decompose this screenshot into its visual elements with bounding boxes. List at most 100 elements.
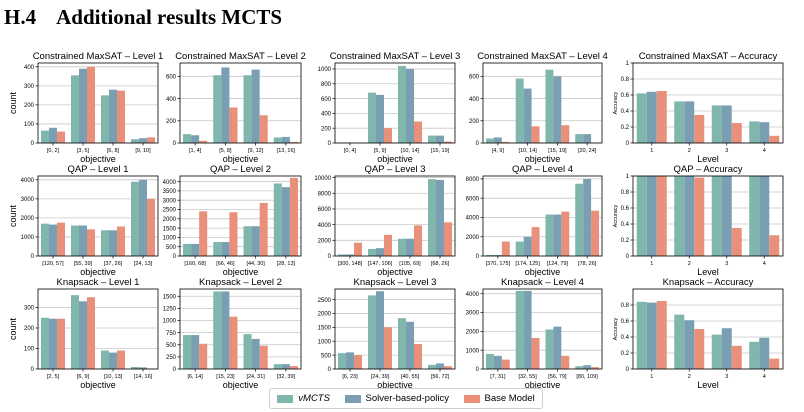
x-tick-label: [24, 39]: [371, 374, 390, 380]
bar-vmcts-3: [101, 350, 109, 369]
bar-base-model-1: [57, 131, 65, 143]
chart-title: Knapsack – Level 1: [57, 277, 140, 288]
x-tick-label: [6, 23]: [342, 374, 358, 380]
bar-base-model-3: [561, 211, 570, 256]
y-tick-label: 1500: [163, 226, 177, 232]
y-tick-label: 200: [24, 326, 35, 332]
bar-vmcts-2: [213, 242, 222, 256]
bar-base-model-1: [656, 91, 667, 143]
bar-vmcts-3: [243, 334, 252, 369]
bar-vmcts-1: [636, 301, 647, 369]
bar-base-model-1: [354, 242, 362, 256]
y-tick-label: 0.8: [621, 190, 630, 196]
x-tick-label: [370, 175]: [486, 261, 511, 267]
bar-base-model-1: [57, 222, 65, 256]
x-axis-label: objective: [377, 380, 413, 390]
chart-title: Constrained MaxSAT – Level 2: [175, 51, 306, 62]
bar-vmcts-1: [183, 134, 192, 143]
x-tick-label: [174, 125]: [515, 261, 540, 267]
chart-title: Knapsack – Level 3: [354, 277, 437, 288]
bar-vmcts-2: [368, 248, 376, 256]
bar-vmcts-2: [71, 75, 79, 143]
bar-base-model-4: [769, 235, 780, 256]
chart-title: QAP – Accuracy: [674, 164, 743, 175]
bar-solver-based-policy-3: [553, 76, 562, 143]
x-tick-label: [147, 106]: [368, 261, 393, 267]
x-tick-label: [4, 9]: [492, 148, 505, 154]
y-tick-label: 4000: [163, 180, 177, 186]
bar-solver-based-policy-1: [646, 176, 657, 256]
bar-solver-based-policy-1: [493, 137, 502, 143]
y-axis-label: Accuracy: [613, 204, 619, 227]
bar-base-model-2: [694, 115, 705, 143]
axes-frame: [37, 62, 159, 144]
bar-base-model-4: [769, 135, 780, 143]
bar-base-model-2: [384, 234, 392, 256]
bar-vmcts-1: [636, 176, 647, 256]
bar-vmcts-1: [485, 138, 494, 143]
x-tick-label: [120, 57]: [42, 261, 64, 267]
x-tick-label: [80, 109]: [576, 374, 598, 380]
axes-frame: [37, 288, 159, 370]
x-tick-label: 2: [688, 148, 691, 154]
legend-item-vmcts: vMCTS: [277, 393, 330, 404]
x-tick-label: [160, 68]: [184, 261, 206, 267]
bar-solver-based-policy-2: [221, 242, 230, 256]
x-tick-label: [66, 46]: [216, 261, 235, 267]
chart-title: QAP – Level 3: [364, 164, 425, 175]
bar-solver-based-policy-3: [406, 68, 414, 143]
legend-swatch-base-model: [463, 394, 480, 403]
bar-base-model-3: [259, 345, 268, 369]
x-tick-label: 3: [725, 261, 728, 267]
y-tick-label: 0: [31, 367, 35, 373]
bar-base-model-2: [694, 329, 705, 369]
panel-qap-level-2: QAP – Level 2 0 500 1000 1500 2000 2500 3000 350…: [163, 164, 302, 277]
bar-vmcts-1: [41, 223, 49, 256]
bar-base-model-4: [289, 177, 298, 256]
y-tick-label: 6000: [466, 196, 480, 202]
axes-frame: [632, 288, 784, 370]
y-tick-label: 0: [31, 141, 35, 147]
bar-base-model-4: [591, 210, 600, 256]
bar-vmcts-4: [428, 179, 436, 256]
x-tick-label: [9, 10]: [135, 148, 151, 154]
bar-solver-based-policy-4: [583, 365, 592, 369]
bar-vmcts-2: [515, 78, 524, 143]
y-tick-label: 0: [173, 367, 177, 373]
bar-solver-based-policy-2: [79, 225, 87, 256]
bar-solver-based-policy-4: [759, 122, 770, 143]
y-tick-label: 0: [626, 367, 630, 373]
bar-vmcts-1: [636, 93, 647, 143]
bar-solver-based-policy-1: [646, 91, 657, 143]
y-tick-label: 100: [24, 122, 35, 128]
bar-vmcts-4: [131, 139, 139, 143]
x-tick-label: [10, 14]: [518, 148, 537, 154]
bar-base-model-2: [694, 177, 705, 256]
y-tick-label: 2000: [466, 330, 480, 336]
y-tick-label: 2000: [466, 235, 480, 241]
bar-vmcts-2: [213, 75, 222, 143]
x-tick-label: [32, 39]: [277, 374, 296, 380]
chart-title: QAP – Level 1: [67, 164, 128, 175]
bar-base-model-4: [147, 198, 155, 256]
axes-frame: [632, 62, 784, 144]
bar-solver-based-policy-1: [646, 302, 657, 369]
bar-base-model-3: [117, 350, 125, 369]
panel-knapsack-level-1: Knapsack – Level 1 0 100 200 300 [2, 5] [6, 9]…: [8, 277, 159, 390]
x-axis-label: Level: [697, 154, 719, 164]
bar-vmcts-2: [674, 314, 685, 369]
axes-frame: [482, 288, 603, 370]
bar-solver-based-policy-3: [553, 214, 562, 256]
y-tick-label: 8000: [318, 191, 332, 197]
bar-base-model-4: [769, 358, 780, 369]
x-tick-label: 1: [650, 261, 653, 267]
bar-vmcts-4: [749, 176, 760, 256]
bar-solver-based-policy-4: [281, 187, 290, 256]
bar-vmcts-2: [515, 290, 524, 369]
y-tick-label: 3000: [21, 197, 35, 203]
y-tick-label: 0: [328, 141, 332, 147]
bar-vmcts-2: [71, 295, 79, 369]
x-axis-label: objective: [80, 380, 116, 390]
bar-vmcts-4: [273, 137, 282, 143]
axes-frame: [37, 175, 159, 257]
